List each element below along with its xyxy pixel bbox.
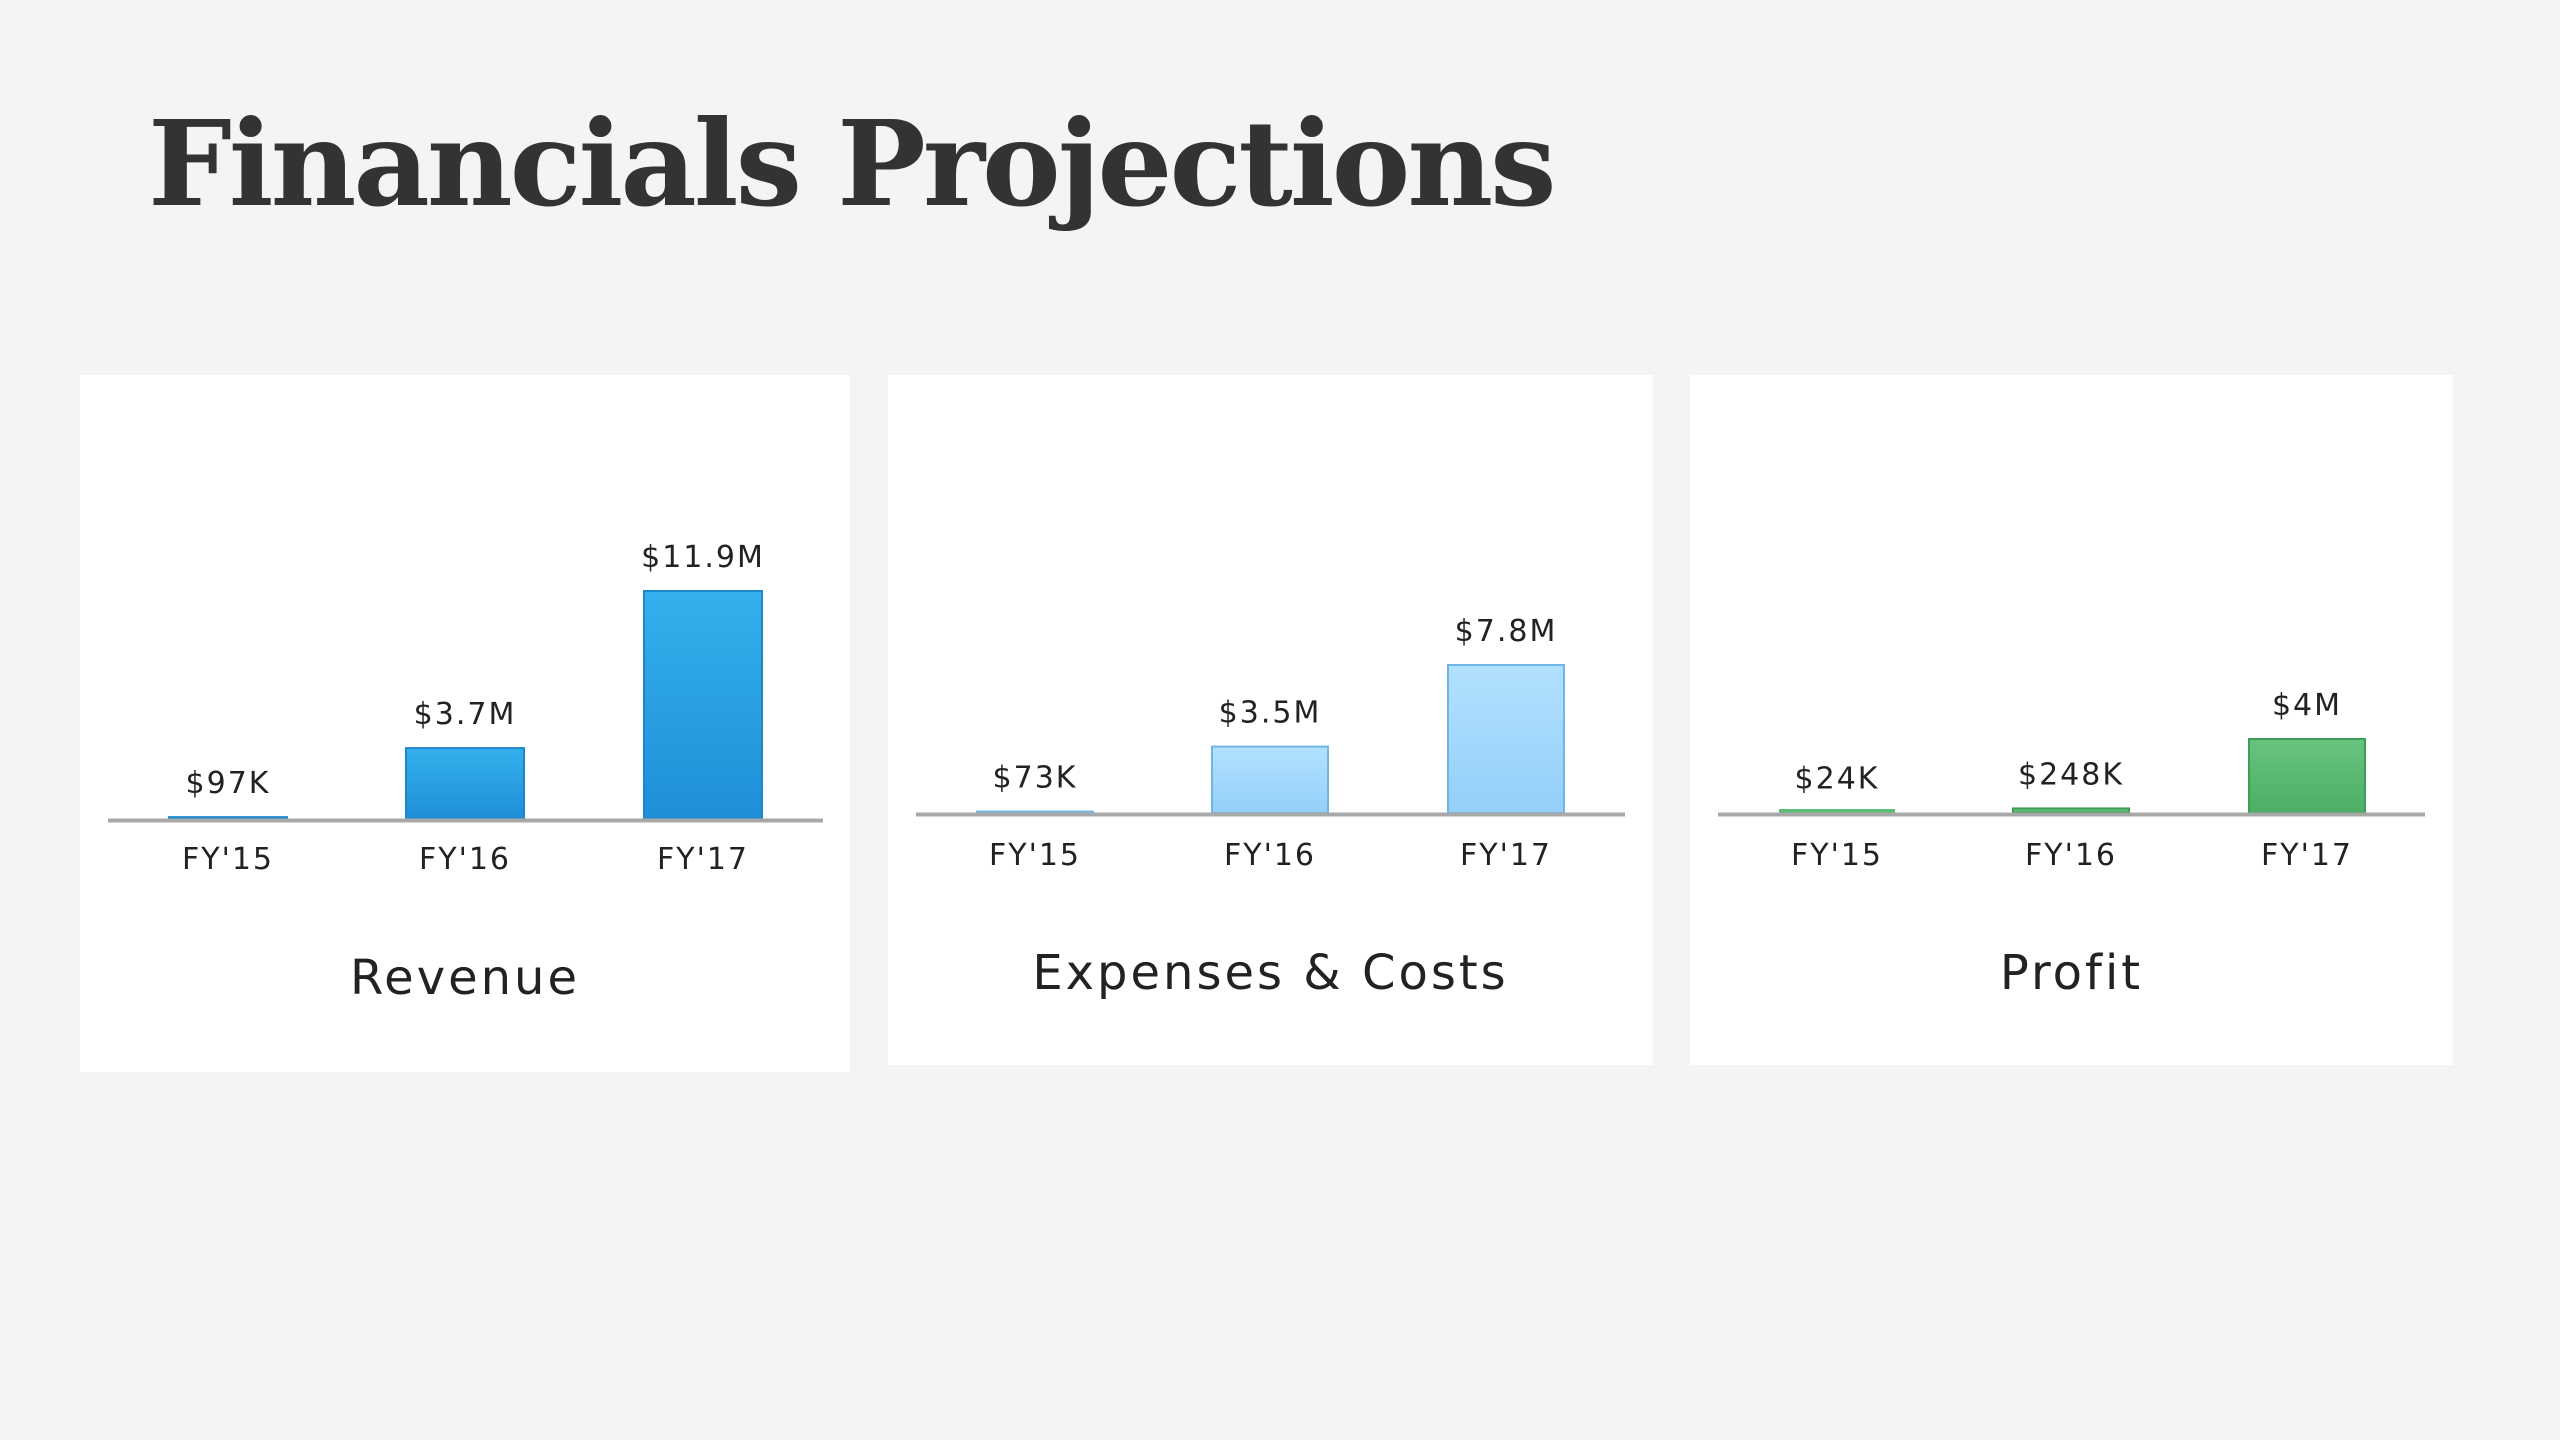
revenue-bar-1 [405, 747, 525, 821]
profit-data-label-2: $4M [2272, 688, 2342, 723]
expenses-tick-label-1: FY'16 [1224, 838, 1316, 873]
revenue-tick-label-0: FY'15 [182, 842, 274, 877]
revenue-bar-2 [643, 590, 763, 820]
profit-chart-panel: $24K FY'15 $248K FY'16 $4M FY'17 Profit [1690, 375, 2453, 1065]
revenue-data-label-2: $11.9M [641, 540, 765, 575]
expenses-data-label-0: $73K [993, 761, 1078, 796]
profit-tick-label-1: FY'16 [2025, 838, 2117, 873]
profit-chart: $24K FY'15 $248K FY'16 $4M FY'17 [1718, 688, 2425, 873]
expenses-chart-title: Expenses & Costs [1032, 945, 1509, 1001]
expenses-tick-label-2: FY'17 [1460, 838, 1552, 873]
revenue-data-label-1: $3.7M [414, 697, 517, 732]
profit-bar-2 [2248, 738, 2366, 814]
profit-bar-0 [1779, 809, 1895, 813]
page-title: Financials Projections [148, 94, 1557, 233]
profit-data-label-1: $248K [2018, 757, 2124, 792]
expenses-data-label-1: $3.5M [1219, 696, 1322, 731]
revenue-chart-title: Revenue [349, 950, 581, 1006]
revenue-tick-label-2: FY'17 [657, 842, 749, 877]
revenue-chart: $97K FY'15 $3.7M FY'16 $11.9M FY'17 [108, 540, 823, 877]
profit-data-label-0: $24K [1795, 762, 1880, 797]
revenue-data-label-0: $97K [186, 766, 271, 801]
revenue-tick-label-1: FY'16 [419, 842, 511, 877]
profit-bar-1 [2012, 807, 2130, 814]
expenses-chart-panel: $73K FY'15 $3.5M FY'16 $7.8M FY'17 Expenses &… [888, 375, 1653, 1065]
profit-chart-title: Profit [1999, 945, 2144, 1001]
profit-tick-label-0: FY'15 [1791, 838, 1883, 873]
revenue-chart-panel: $97K FY'15 $3.7M FY'16 $11.9M FY'17 Revenue [80, 375, 850, 1072]
expenses-tick-label-0: FY'15 [989, 838, 1081, 873]
expenses-bar-2 [1447, 664, 1565, 814]
expenses-data-label-2: $7.8M [1455, 614, 1558, 649]
expenses-chart: $73K FY'15 $3.5M FY'16 $7.8M FY'17 [916, 614, 1625, 873]
profit-tick-label-2: FY'17 [2261, 838, 2353, 873]
expenses-bar-1 [1211, 745, 1329, 815]
